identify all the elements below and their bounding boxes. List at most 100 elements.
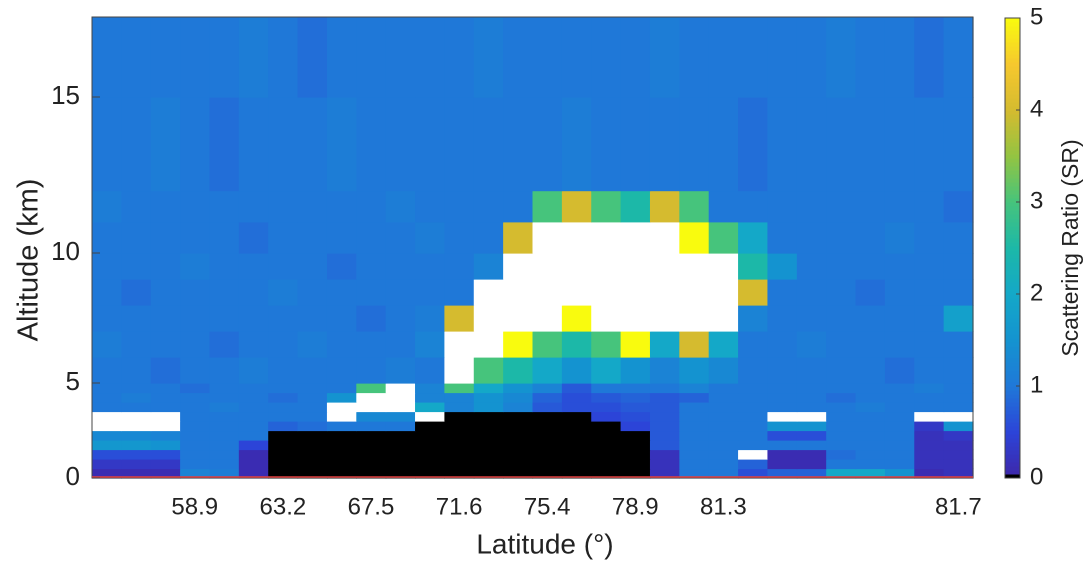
heatmap-cell: [356, 331, 387, 358]
heatmap-cell: [708, 468, 739, 479]
heatmap-cell: [855, 253, 886, 280]
heatmap-cell: [385, 331, 416, 358]
heatmap-cell: [679, 253, 710, 280]
heatmap-cell: [767, 97, 798, 192]
heatmap-cell: [855, 421, 886, 432]
heatmap-cell: [473, 468, 504, 479]
colorbar-slice: [1005, 378, 1020, 383]
colorbar-slice: [1005, 330, 1020, 335]
heatmap-cell: [738, 468, 769, 479]
heatmap-cell: [473, 459, 504, 470]
heatmap-cell: [767, 449, 798, 460]
heatmap-cell: [503, 411, 534, 422]
heatmap-cell: [826, 190, 857, 223]
heatmap-cell: [297, 279, 328, 306]
heatmap-cell: [326, 221, 357, 254]
heatmap-cell: [914, 279, 945, 306]
heatmap-cell: [473, 449, 504, 460]
colorbar-slice: [1005, 90, 1020, 95]
heatmap-cell: [92, 190, 122, 223]
heatmap-cell: [385, 253, 416, 280]
heatmap-cell: [385, 383, 416, 394]
heatmap-cell: [738, 357, 769, 384]
heatmap-cell: [826, 383, 857, 394]
heatmap-cell: [561, 468, 592, 479]
colorbar-slice: [1005, 126, 1020, 131]
plot-frame: [91, 16, 974, 479]
heatmap-cell: [238, 440, 269, 451]
heatmap-cell: [473, 253, 504, 280]
heatmap-cell: [855, 430, 886, 441]
heatmap-cell: [738, 449, 769, 460]
heatmap-cell: [415, 253, 445, 280]
heatmap-cell: [326, 440, 357, 451]
colorbar-slice: [1005, 166, 1020, 171]
heatmap-cell: [738, 331, 769, 358]
heatmap-cell: [444, 331, 475, 358]
heatmap-cell: [708, 392, 739, 403]
heatmap-cell: [150, 97, 181, 192]
heatmap-cell: [914, 421, 945, 432]
heatmap-cell: [326, 411, 357, 422]
heatmap-cell: [796, 279, 827, 306]
colorbar-slice: [1005, 186, 1020, 191]
colorbar-slice: [1005, 434, 1020, 439]
heatmap-cell: [708, 253, 739, 280]
heatmap-cell: [943, 411, 974, 422]
heatmap-cell: [385, 97, 416, 192]
colorbar-slice: [1005, 278, 1020, 283]
heatmap-cell: [150, 190, 181, 223]
heatmap-cell: [532, 383, 563, 394]
heatmap-cell: [92, 305, 122, 332]
colorbar-slice: [1005, 438, 1020, 443]
heatmap-cell: [679, 190, 710, 223]
heatmap-cell: [268, 357, 299, 384]
heatmap-cell: [415, 97, 445, 192]
heatmap-cell: [679, 357, 710, 384]
heatmap-cell: [415, 17, 445, 98]
heatmap-cell: [92, 468, 122, 479]
heatmap-cell: [796, 468, 827, 479]
colorbar-slice: [1005, 106, 1020, 111]
heatmap-cell: [767, 392, 798, 403]
heatmap-cell: [708, 357, 739, 384]
heatmap-cell: [356, 221, 387, 254]
heatmap-cell: [649, 392, 680, 403]
heatmap-cell: [356, 190, 387, 223]
heatmap-cell: [385, 449, 416, 460]
heatmap-cell: [238, 392, 269, 403]
heatmap-cell: [561, 383, 592, 394]
heatmap-cell: [796, 383, 827, 394]
heatmap-cell: [150, 383, 181, 394]
heatmap-cell: [503, 190, 534, 223]
heatmap-cell: [796, 392, 827, 403]
heatmap-cell: [767, 190, 798, 223]
heatmap-cell: [796, 190, 827, 223]
heatmap-cell: [620, 253, 651, 280]
heatmap-cell: [209, 411, 240, 422]
colorbar-slice: [1005, 286, 1020, 291]
heatmap-cell: [121, 253, 152, 280]
heatmap-cell: [943, 305, 974, 332]
heatmap-cell: [238, 459, 269, 470]
heatmap-cell: [767, 17, 798, 98]
heatmap-cell: [532, 440, 563, 451]
heatmap-cell: [444, 357, 475, 384]
heatmap-cell: [297, 430, 328, 441]
heatmap-cell: [855, 440, 886, 451]
colorbar-slice: [1005, 178, 1020, 183]
heatmap-cell: [473, 411, 504, 422]
colorbar-slice: [1005, 442, 1020, 447]
heatmap-cell: [150, 221, 181, 254]
heatmap-cell: [150, 17, 181, 98]
heatmap-cell: [356, 459, 387, 470]
heatmap-cell: [532, 430, 563, 441]
heatmap-cell: [855, 383, 886, 394]
heatmap-cell: [356, 97, 387, 192]
heatmap-cell: [444, 392, 475, 403]
heatmap-cell: [415, 383, 445, 394]
heatmap-cell: [473, 421, 504, 432]
heatmap-cell: [532, 459, 563, 470]
heatmap-cell: [268, 468, 299, 479]
heatmap-cell: [796, 411, 827, 422]
